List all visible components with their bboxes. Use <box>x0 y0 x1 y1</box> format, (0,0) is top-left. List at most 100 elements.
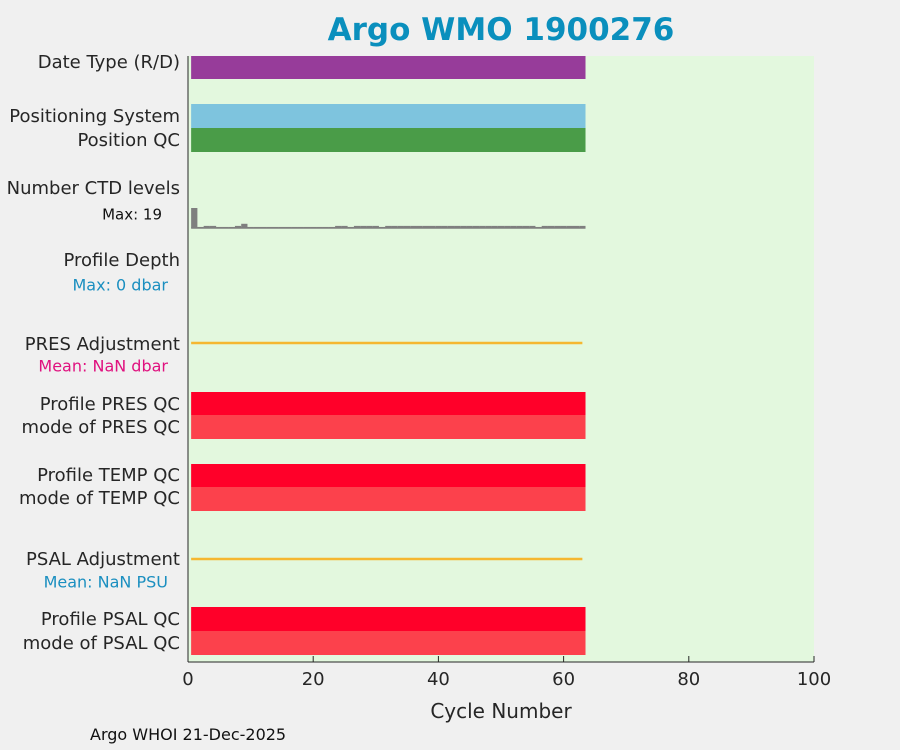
ctd-level-bar <box>541 225 548 228</box>
row-label-profile-psal-qc: Profile PSAL QC <box>41 609 180 630</box>
ctd-level-bar <box>372 225 379 228</box>
x-tick-label: 60 <box>552 669 575 690</box>
ctd-level-bar <box>222 226 229 228</box>
ctd-level-bar <box>209 225 217 228</box>
ctd-level-bar <box>522 225 530 228</box>
ctd-level-bar <box>316 226 323 228</box>
ctd-level-bar <box>441 225 448 228</box>
ctd-level-bar <box>191 208 198 228</box>
x-tick-label: 0 <box>182 669 193 690</box>
ctd-level-bar <box>385 225 392 228</box>
bar-position-qc <box>191 128 586 152</box>
x-tick-label: 100 <box>797 669 831 690</box>
ctd-level-bar <box>403 225 411 228</box>
ctd-level-bar <box>416 225 423 228</box>
plot-area <box>188 56 814 662</box>
ctd-level-bar <box>253 226 260 228</box>
ctd-level-bar <box>322 226 329 228</box>
ctd-level-bar <box>460 225 467 228</box>
ctd-level-bar <box>466 225 473 228</box>
ctd-level-bar <box>566 225 573 228</box>
row-label-profile-pres-qc: Profile PRES QC <box>40 394 180 415</box>
mean-label-pres-adjustment: Mean: NaN dbar <box>38 357 168 376</box>
ctd-level-bar <box>234 225 242 228</box>
ctd-level-bar <box>535 226 542 228</box>
ctd-level-bar <box>328 226 336 228</box>
ctd-level-bar <box>579 225 586 228</box>
ctd-level-bar <box>247 226 254 228</box>
x-axis-label: Cycle Number <box>430 699 572 723</box>
ctd-level-bar <box>360 225 367 228</box>
mean-label-psal-adjustment: Mean: NaN PSU <box>44 573 168 592</box>
bar-mode-of-pres-qc <box>191 415 586 439</box>
ctd-level-bar <box>241 223 248 228</box>
bar-mode-of-temp-qc <box>191 487 586 511</box>
ctd-level-bar <box>510 225 517 228</box>
bar-mode-of-psal-qc <box>191 631 586 655</box>
ctd-level-bar <box>572 225 580 228</box>
ctd-level-bar <box>272 226 279 228</box>
row-label-psal-adjustment: PSAL Adjustment <box>26 549 180 570</box>
ctd-level-bar <box>554 225 561 228</box>
ctd-level-bar <box>228 226 235 228</box>
ctd-level-bar <box>560 225 567 228</box>
row-label-positioning-system: Positioning System <box>9 106 180 127</box>
ctd-level-bar <box>366 225 373 228</box>
ctd-level-bar <box>203 225 210 228</box>
chart-title: Argo WMO 1900276 <box>327 12 675 48</box>
ctd-level-bar <box>397 225 404 228</box>
bar-profile-psal-qc <box>191 607 586 631</box>
ctd-level-bar <box>485 225 492 228</box>
x-tick-label: 40 <box>427 669 450 690</box>
bar-date-type-r-d <box>191 56 586 79</box>
row-label-profile-temp-qc: Profile TEMP QC <box>37 465 180 486</box>
ctd-level-bar <box>504 225 511 228</box>
ctd-level-bar <box>497 225 505 228</box>
ctd-level-bar <box>378 226 386 228</box>
ctd-level-bar <box>472 225 480 228</box>
ctd-level-bar <box>422 225 430 228</box>
ctd-level-bar <box>454 225 461 228</box>
ctd-level-bar <box>259 226 267 228</box>
row-label-position-qc: Position QC <box>77 130 180 151</box>
ctd-max-label: Max: 19 <box>102 206 162 224</box>
ctd-level-bar <box>491 225 498 228</box>
bar-profile-temp-qc <box>191 464 586 487</box>
ctd-level-bar <box>303 226 311 228</box>
ctd-level-bar <box>216 226 223 228</box>
ctd-level-bar <box>310 226 317 228</box>
ctd-level-bar <box>429 225 436 228</box>
ctd-level-bar <box>285 226 292 228</box>
ctd-level-bar <box>291 226 298 228</box>
ctd-level-bar <box>479 225 486 228</box>
row-label-pres-adjustment: PRES Adjustment <box>25 334 180 355</box>
x-tick-label: 80 <box>677 669 700 690</box>
ctd-level-bar <box>391 225 398 228</box>
ctd-level-bar <box>547 225 555 228</box>
row-label-profile-depth: Profile Depth <box>63 250 180 271</box>
ctd-level-bar <box>516 225 523 228</box>
max-label-profile-depth: Max: 0 dbar <box>72 276 168 295</box>
ctd-level-bar <box>266 226 273 228</box>
ctd-level-bar <box>435 225 442 228</box>
ctd-level-bar <box>335 225 342 228</box>
row-label-date-type-r-d: Date Type (R/D) <box>38 52 180 73</box>
ctd-level-bar <box>197 226 204 228</box>
ctd-level-bar <box>278 226 286 228</box>
ctd-level-bar <box>447 225 455 228</box>
ctd-level-bar <box>341 225 348 228</box>
ctd-level-bar <box>353 225 361 228</box>
row-label-number-ctd-levels: Number CTD levels <box>7 178 180 199</box>
row-label-mode-of-psal-qc: mode of PSAL QC <box>23 633 180 654</box>
ctd-level-bar <box>297 226 304 228</box>
footer-credit: Argo WHOI 21-Dec-2025 <box>90 725 287 744</box>
ctd-level-bar <box>347 226 354 228</box>
x-tick-label: 20 <box>302 669 325 690</box>
row-label-mode-of-pres-qc: mode of PRES QC <box>22 417 180 438</box>
bar-profile-pres-qc <box>191 392 586 415</box>
bar-positioning-system <box>191 104 586 128</box>
ctd-level-bar <box>410 225 417 228</box>
row-label-mode-of-temp-qc: mode of TEMP QC <box>19 488 180 509</box>
ctd-level-bar <box>529 225 536 228</box>
